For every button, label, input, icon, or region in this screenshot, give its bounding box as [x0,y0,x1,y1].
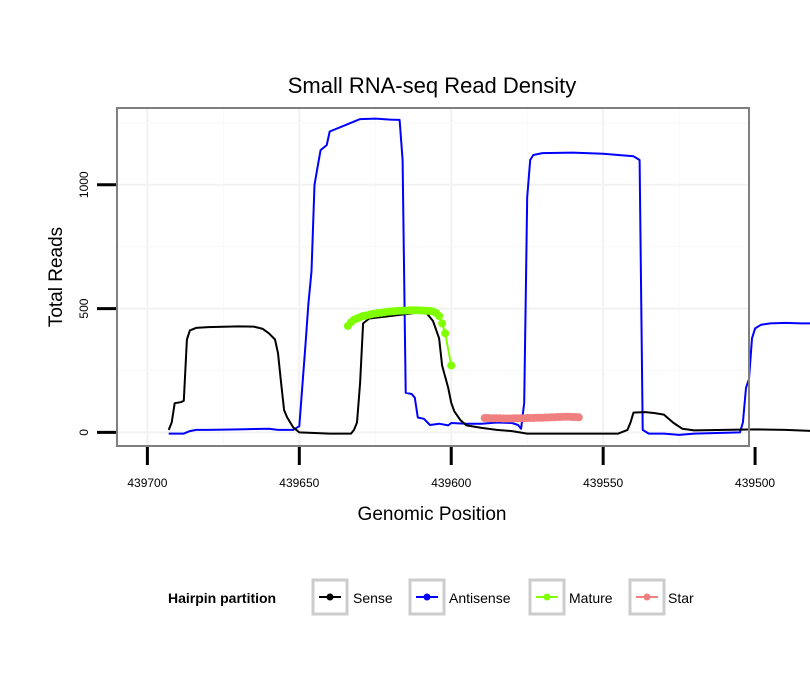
y-axis: 0 500 1000 [77,171,116,436]
legend-key-point-star [644,594,651,601]
data-point-star [575,413,583,421]
chart: Small RNA-seq Read Density 439700 439650 4… [0,0,810,690]
legend-label-star: Star [668,590,694,606]
legend-key-point-antisense [424,594,431,601]
y-tick-label: 1000 [77,171,91,198]
legend: Hairpin partition Sense Antisense Mature St… [168,580,694,614]
legend-label-mature: Mature [569,590,613,606]
y-axis-title: Total Reads [46,227,67,327]
x-tick-label: 439500 [735,476,775,490]
plot-background [117,108,749,446]
legend-title: Hairpin partition [168,590,276,606]
x-axis: 439700 439650 439600 439550 439500 [127,447,775,490]
chart-title: Small RNA-seq Read Density [288,73,577,98]
legend-item-star: Star [630,580,694,614]
data-point-mature [441,329,449,337]
x-tick-label: 439550 [583,476,623,490]
x-axis-title: Genomic Position [358,504,507,525]
legend-item-mature: Mature [530,580,613,614]
data-point-mature [447,362,455,370]
x-tick-label: 439700 [127,476,167,490]
legend-item-sense: Sense [313,580,393,614]
legend-key-point-mature [544,594,551,601]
legend-label-antisense: Antisense [449,590,511,606]
plot-panel [117,108,810,446]
y-tick-label: 0 [77,429,91,436]
legend-label-sense: Sense [353,590,393,606]
data-point-mature [438,319,446,327]
legend-item-antisense: Antisense [410,580,511,614]
legend-key-point-sense [327,594,334,601]
y-tick-label: 500 [77,298,91,318]
x-tick-label: 439600 [431,476,471,490]
x-tick-label: 439650 [279,476,319,490]
data-point-mature [435,312,443,320]
